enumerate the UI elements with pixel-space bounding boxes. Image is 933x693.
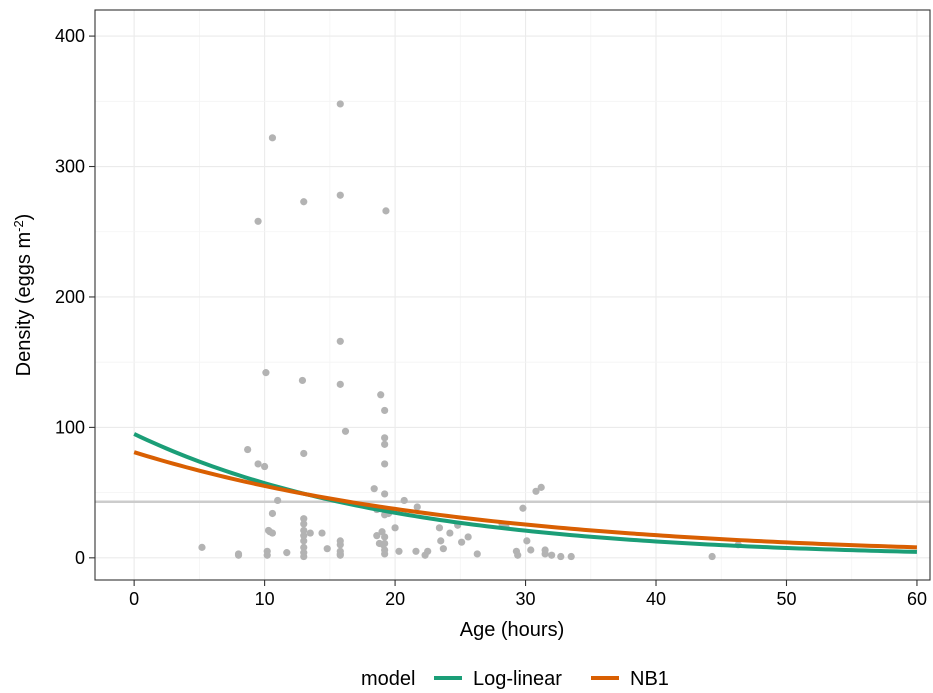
data-point: [400, 496, 408, 505]
legend-label-nb1: NB1: [630, 668, 669, 690]
data-point: [234, 551, 243, 559]
data-point: [708, 552, 716, 561]
data-point: [514, 551, 522, 559]
data-point: [300, 520, 308, 528]
x-axis-label: Age (hours): [460, 619, 565, 641]
data-point: [261, 462, 269, 471]
data-point: [519, 504, 527, 512]
data-point: [300, 552, 308, 561]
data-point: [300, 537, 308, 545]
x-axis-ticks: 0 10 20 30 40 50 60: [129, 580, 927, 609]
data-point: [336, 380, 344, 388]
data-point: [336, 337, 344, 345]
data-point: [435, 524, 444, 532]
data-point: [527, 546, 535, 554]
y-tick-label: 0: [75, 548, 85, 568]
data-point: [198, 543, 206, 551]
x-tick-label: 0: [129, 589, 139, 609]
data-point: [274, 496, 282, 505]
data-point: [557, 552, 565, 561]
data-point: [323, 545, 331, 553]
y-tick-label: 100: [55, 417, 85, 437]
data-point: [381, 539, 389, 548]
data-point: [263, 551, 271, 559]
y-tick-label: 200: [55, 287, 85, 307]
data-point: [446, 529, 454, 537]
model-curves: [133, 432, 918, 554]
data-point: [300, 515, 308, 523]
y-axis-ticks: 0 100 200 300 400: [55, 26, 95, 568]
data-point: [381, 533, 389, 541]
data-point: [523, 537, 531, 545]
data-point: [262, 369, 270, 377]
data-point: [381, 440, 389, 448]
data-point: [381, 434, 389, 442]
data-point: [244, 445, 252, 454]
data-point: [300, 532, 308, 540]
grid: [95, 10, 930, 580]
x-tick-label: 50: [776, 589, 796, 609]
data-point: [254, 460, 262, 468]
data-point: [439, 545, 447, 553]
data-point: [548, 551, 556, 559]
x-tick-label: 60: [907, 589, 927, 609]
data-point: [391, 524, 399, 532]
y-tick-label: 300: [55, 157, 85, 177]
x-tick-label: 40: [646, 589, 666, 609]
data-point: [268, 509, 277, 518]
data-point: [298, 376, 307, 385]
data-point: [412, 547, 420, 555]
data-point: [381, 550, 389, 558]
y-tick-label: 400: [55, 26, 85, 46]
data-point: [382, 207, 390, 215]
data-point: [377, 391, 385, 399]
data-point: [300, 543, 308, 551]
data-point: [336, 191, 344, 199]
data-point: [458, 538, 466, 546]
panel-border: [94, 9, 931, 581]
data-point: [336, 541, 344, 549]
data-point: [341, 427, 350, 435]
data-point: [413, 503, 421, 511]
legend-label-log-linear: Log-linear: [473, 668, 562, 690]
data-point: [381, 490, 389, 498]
data-point: [318, 529, 326, 537]
x-tick-label: 30: [516, 589, 536, 609]
data-point: [268, 134, 277, 142]
data-point: [306, 529, 314, 537]
data-point: [541, 550, 549, 558]
data-point: [373, 532, 381, 540]
data-point: [254, 217, 262, 225]
x-tick-label: 10: [255, 589, 275, 609]
data-point: [464, 533, 472, 541]
data-point: [381, 406, 389, 415]
data-point: [381, 460, 389, 468]
data-point: [300, 526, 308, 535]
data-point: [370, 485, 378, 493]
data-point: [567, 552, 575, 561]
y-axis-label: Density (eggs m-2): [11, 214, 35, 377]
data-point: [537, 483, 545, 491]
series-line-nb1: [133, 450, 918, 550]
panel-background: [95, 10, 930, 580]
x-tick-label: 20: [385, 589, 405, 609]
data-point: [437, 537, 445, 545]
legend-title: model: [361, 668, 415, 690]
data-point: [300, 449, 308, 458]
data-point: [268, 529, 277, 537]
data-point: [336, 100, 344, 108]
data-point: [395, 547, 403, 555]
data-point: [283, 549, 291, 557]
data-point: [424, 547, 432, 555]
data-point: [473, 550, 481, 558]
data-point: [336, 551, 344, 559]
data-point: [532, 487, 540, 495]
legend: model Log-linear NB1: [361, 668, 669, 690]
data-point: [300, 198, 308, 206]
series-line-log-linear: [133, 432, 917, 554]
